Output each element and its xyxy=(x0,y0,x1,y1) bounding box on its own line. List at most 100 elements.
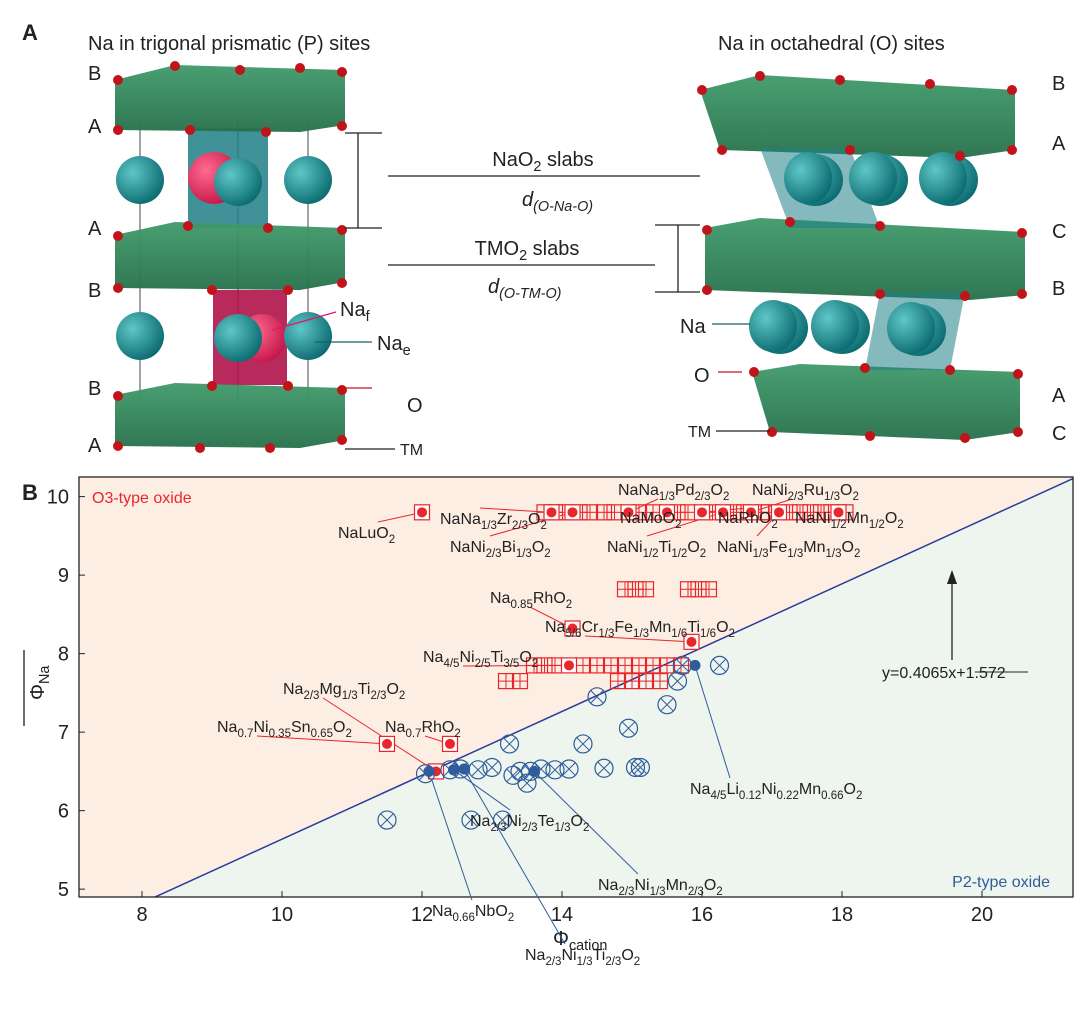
text-part: 1/3 xyxy=(555,822,571,834)
layer-label: B xyxy=(88,280,101,302)
marker-cross xyxy=(670,674,685,688)
text-part: 2 xyxy=(399,690,405,702)
text-part: 2 xyxy=(566,599,572,611)
layer-label: B xyxy=(1052,73,1065,95)
text-part: 2 xyxy=(454,728,460,740)
left-title: Na in trigonal prismatic (P) sites xyxy=(88,33,370,55)
text-part: (O-TM-O) xyxy=(499,286,561,302)
leader-line xyxy=(584,635,692,643)
text-part: 2/3 xyxy=(490,822,506,834)
layer-label: A xyxy=(88,218,102,240)
text-part: Bi xyxy=(502,539,516,556)
na-label: Na xyxy=(680,316,706,338)
marker-cross xyxy=(548,763,562,777)
marker-cross xyxy=(597,761,611,776)
text-part: Na xyxy=(470,813,491,830)
layer-label: A xyxy=(88,116,102,138)
p2-point xyxy=(492,810,513,830)
p2-labeled-point xyxy=(528,765,540,777)
text-part: 2/3 xyxy=(618,886,634,898)
marker-ring xyxy=(461,810,481,830)
marker-dot xyxy=(546,507,557,518)
text-part: Mn xyxy=(666,877,688,894)
p2-point xyxy=(573,734,593,754)
label-leaders xyxy=(271,311,770,450)
marker-cross xyxy=(628,760,643,775)
region-label: P2-type oxide xyxy=(952,874,1050,891)
text-part: Na xyxy=(385,719,406,736)
p2-point xyxy=(461,810,481,830)
text-part: 2 xyxy=(897,519,903,531)
text-part: Fe xyxy=(769,539,788,556)
marker-dot xyxy=(689,659,701,671)
text-part: 2 xyxy=(544,548,550,560)
text-part: O xyxy=(571,813,583,830)
o3-labeled-point xyxy=(620,504,637,521)
marker-dot xyxy=(448,764,459,776)
marker-dot xyxy=(417,507,427,518)
tm-slab xyxy=(752,364,1020,440)
text-part: NaNi xyxy=(450,539,486,556)
text-part: 2/3 xyxy=(695,491,711,503)
marker-dot xyxy=(623,507,634,518)
y-tick-label: 5 xyxy=(58,879,69,901)
point-annotation: NaNi1/2Mn1/2O2 xyxy=(795,510,904,531)
text-part: Ti xyxy=(358,681,371,698)
p2-point xyxy=(499,734,520,754)
o3-point xyxy=(651,673,669,690)
x-tick-label: 14 xyxy=(551,904,573,926)
text-part: 2/3 xyxy=(303,690,319,702)
text-part: TMO xyxy=(475,238,519,260)
marker-ring xyxy=(482,757,502,778)
text-part: Na xyxy=(340,299,366,321)
marker-ring xyxy=(709,655,730,676)
o-atoms xyxy=(697,71,1027,443)
o3-point xyxy=(511,673,529,690)
marker-ring xyxy=(377,810,397,830)
p2-point xyxy=(657,695,677,715)
text-part: Mg xyxy=(319,681,341,698)
o3-labeled-point xyxy=(543,504,560,521)
marker-cross xyxy=(562,762,576,776)
text-part: O xyxy=(711,482,723,499)
marker-dot xyxy=(564,660,574,671)
point-annotation: Na0.66NbO2 xyxy=(432,903,514,924)
distance-label: d(O-TM-O) xyxy=(488,276,561,302)
p2-labeled-point xyxy=(689,659,701,671)
text-part: Mn xyxy=(649,619,671,636)
marker-cross xyxy=(513,764,527,779)
text-part: 2/3 xyxy=(370,690,386,702)
text-part: 1/3 xyxy=(659,491,675,503)
text-part: Mn xyxy=(799,781,821,798)
text-part: 2/3 xyxy=(512,520,528,532)
text-part: 2 xyxy=(389,534,395,546)
text-part: NaNi xyxy=(607,539,643,556)
text-part: 0.65 xyxy=(311,728,333,740)
o3-point xyxy=(637,581,655,598)
marker-dot xyxy=(662,507,672,518)
marker-ring xyxy=(517,773,537,793)
point-annotation: Na4/5Ni2/5Ti3/5O2 xyxy=(423,649,538,670)
brackets xyxy=(345,132,700,293)
text-part: Na xyxy=(283,681,304,698)
marker-dot xyxy=(567,623,578,634)
y-tick-label: 10 xyxy=(47,487,69,509)
p2-point xyxy=(618,718,639,738)
point-annotation: Na2/3Ni1/3Mn2/3O2 xyxy=(598,877,723,898)
na-atom xyxy=(284,156,332,204)
text-part: Zr xyxy=(497,511,513,528)
x-tick-label: 8 xyxy=(136,904,147,926)
text-part: 2/5 xyxy=(475,658,491,670)
panel-label: B xyxy=(22,480,38,505)
x-tick-label: 10 xyxy=(271,904,293,926)
o3-labeled-point xyxy=(564,620,581,637)
p2-labeled-point xyxy=(448,764,459,776)
text-part: 2 xyxy=(675,519,681,531)
text-part: Mn xyxy=(847,510,869,527)
leader-line xyxy=(322,697,437,772)
text-part: slabs xyxy=(527,238,579,260)
marker-cross xyxy=(660,697,674,712)
plot-frame xyxy=(78,476,1074,898)
marker-cross xyxy=(464,813,478,827)
marker-cross xyxy=(712,658,727,673)
